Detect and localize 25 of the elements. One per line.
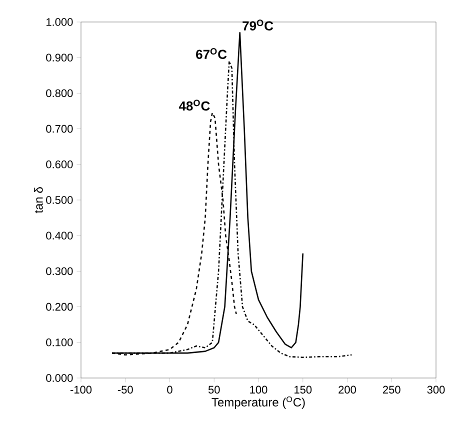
x-axis-title: Temperature ($^{O}$C) bbox=[212, 396, 305, 409]
x-tick-label: 300 bbox=[427, 386, 445, 394]
y-tick-label: 0.800 bbox=[46, 89, 73, 98]
y-tick-label: 0.300 bbox=[46, 267, 73, 276]
y-tick-label: 1.000 bbox=[46, 18, 73, 26]
x-tick-label: 0 bbox=[167, 386, 172, 394]
x-tick-label: 100 bbox=[250, 386, 268, 394]
y-tick-label: 0.100 bbox=[46, 338, 73, 346]
x-tick-label: 50 bbox=[208, 386, 220, 394]
y-tick-label: 0.900 bbox=[46, 54, 73, 62]
annotation: 79$^{O}$C bbox=[242, 20, 274, 30]
y-tick-label: 0.600 bbox=[46, 160, 73, 168]
x-tick-label: 150 bbox=[294, 386, 312, 394]
x-tick-label: -50 bbox=[118, 386, 133, 394]
annotation: 67$^{O}$C bbox=[196, 48, 227, 59]
y-tick-label: 0.500 bbox=[46, 196, 73, 204]
x-tick-label: 250 bbox=[383, 386, 400, 394]
x-tick-label: -100 bbox=[70, 386, 92, 394]
y-tick-label: 0.700 bbox=[46, 124, 73, 133]
y-axis-title: tan δ bbox=[34, 187, 43, 214]
x-tick-label: 200 bbox=[338, 386, 356, 394]
y-tick-label: 0.400 bbox=[46, 232, 73, 240]
y-tick-label: 0.000 bbox=[46, 374, 73, 382]
y-tick-label: 0.200 bbox=[46, 302, 73, 311]
annotation: 48$^{O}$C bbox=[178, 100, 210, 111]
